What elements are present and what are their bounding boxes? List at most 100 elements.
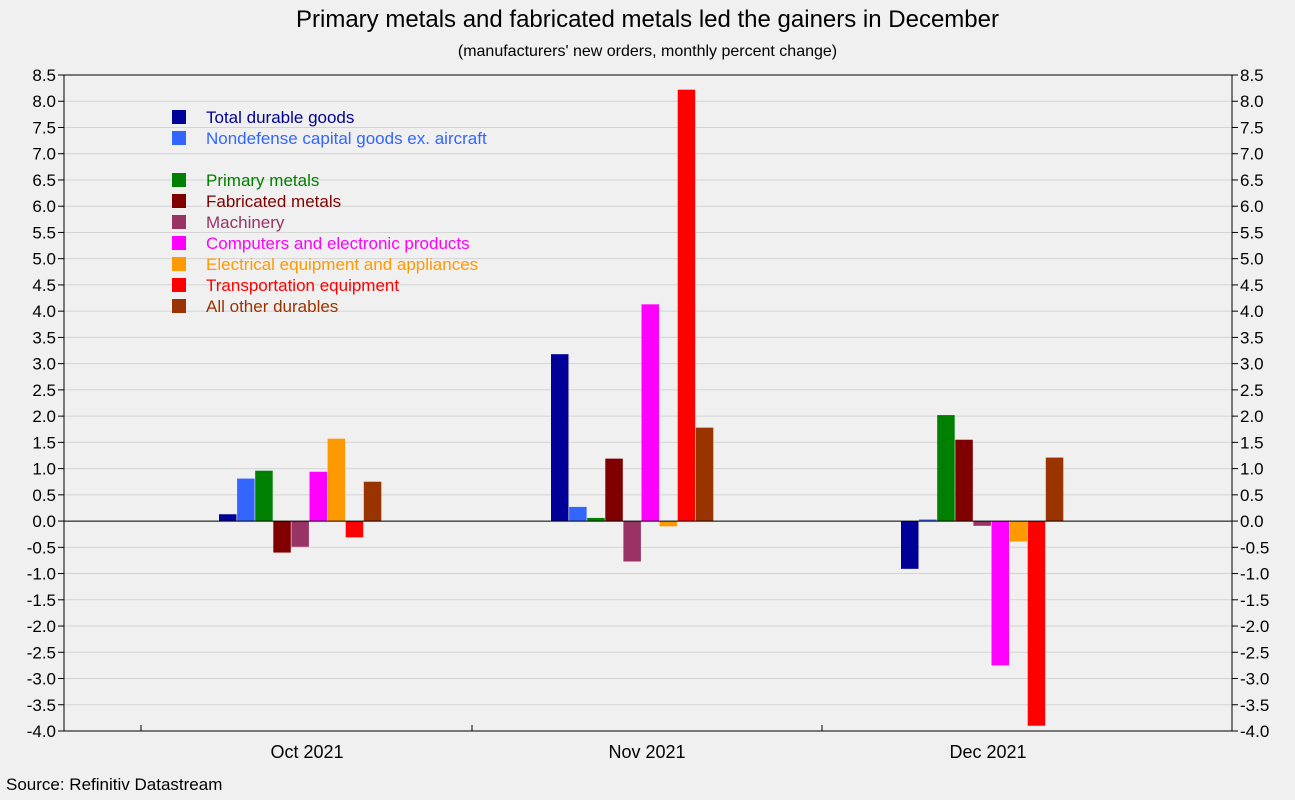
legend-swatch: [172, 194, 186, 208]
bar: [273, 521, 291, 553]
y-tick-label: 2.0: [32, 407, 56, 426]
y-axis-right-ticks: -4.0 -3.5 -3.0 -2.5 -2.0 -1.5 -1.0 -0.5 0.0 0.5 1.…: [1240, 66, 1269, 741]
y-tick-label: 0.5: [1240, 486, 1264, 505]
x-tick-label: Nov 2021: [608, 742, 685, 762]
y-tick-label: 4.5: [32, 276, 56, 295]
y-tick-label: 5.0: [1240, 250, 1264, 269]
bar: [605, 458, 623, 522]
chart-title: Primary metals and fabricated metals led…: [296, 6, 999, 33]
y-tick-label: 4.0: [1240, 302, 1264, 321]
bar: [919, 519, 937, 522]
legend-swatch: [172, 110, 186, 124]
y-tick-label: 6.5: [1240, 171, 1264, 190]
legend-swatch: [172, 236, 186, 250]
bar: [677, 89, 696, 522]
legend-label: Nondefense capital goods ex. aircraft: [206, 129, 487, 148]
bar: [937, 415, 955, 522]
chart-subtitle: (manufacturers' new orders, monthly perc…: [457, 43, 838, 60]
bar: [363, 481, 382, 522]
y-tick-label: -4.0: [27, 722, 56, 741]
y-tick-label: -3.5: [1240, 696, 1269, 715]
legend-swatch: [172, 278, 186, 292]
y-tick-label: 6.0: [1240, 197, 1264, 216]
x-axis-labels: Oct 2021 Nov 2021 Dec 2021: [270, 742, 1026, 762]
bar: [345, 521, 364, 538]
y-tick-label: -2.5: [1240, 643, 1269, 662]
y-tick-label: -3.0: [27, 670, 56, 689]
y-tick-label: 5.5: [1240, 223, 1264, 242]
y-tick-label: 7.0: [32, 145, 56, 164]
y-tick-label: -1.0: [1240, 565, 1269, 584]
y-tick-label: 0.0: [32, 512, 56, 531]
x-tick-label: Oct 2021: [270, 742, 343, 762]
y-tick-label: 0.0: [1240, 512, 1264, 531]
y-tick-label: 7.5: [1240, 118, 1264, 137]
y-tick-label: -4.0: [1240, 722, 1269, 741]
legend-label: Transportation equipment: [206, 276, 399, 295]
y-tick-label: -2.0: [1240, 617, 1269, 636]
y-tick-label: 6.0: [32, 197, 56, 216]
y-tick-label: 4.0: [32, 302, 56, 321]
bar: [659, 521, 678, 527]
bar: [1027, 521, 1046, 726]
y-tick-label: 5.0: [32, 250, 56, 269]
y-tick-label: -2.5: [27, 643, 56, 662]
y-tick-label: 8.0: [32, 92, 56, 111]
bar: [309, 471, 327, 522]
bar: [973, 521, 991, 526]
bar: [955, 439, 973, 522]
bar: [991, 521, 1009, 666]
legend-label: Fabricated metals: [206, 192, 341, 211]
legend-label: Electrical equipment and appliances: [206, 255, 478, 274]
legend-swatch: [172, 215, 186, 229]
bar: [1009, 521, 1028, 542]
axes: [58, 74, 1238, 732]
bars: [219, 89, 1064, 726]
bar: [551, 354, 569, 522]
y-tick-label: 2.0: [1240, 407, 1264, 426]
bar: [623, 521, 641, 562]
legend-label: Machinery: [206, 213, 285, 232]
legend-swatch: [172, 257, 186, 271]
plot-frame: [63, 74, 1233, 732]
y-tick-label: 8.5: [32, 66, 56, 85]
y-tick-label: 6.5: [32, 171, 56, 190]
bar: [255, 470, 273, 522]
y-tick-label: 1.0: [32, 460, 56, 479]
y-tick-label: -0.5: [27, 538, 56, 557]
y-tick-label: 1.0: [1240, 460, 1264, 479]
legend-label: Computers and electronic products: [206, 234, 470, 253]
y-tick-label: 7.0: [1240, 145, 1264, 164]
y-tick-label: -3.0: [1240, 670, 1269, 689]
y-axis-left-ticks: -4.0 -3.5 -3.0 -2.5 -2.0 -1.5 -1.0 -0.5 0.0 0.5 1.…: [27, 66, 56, 741]
y-tick-label: -2.0: [27, 617, 56, 636]
y-tick-label: -1.0: [27, 565, 56, 584]
legend-label: Primary metals: [206, 171, 319, 190]
y-tick-label: 2.5: [32, 381, 56, 400]
y-tick-label: -0.5: [1240, 538, 1269, 557]
bar: [291, 521, 309, 547]
y-tick-label: 7.5: [32, 118, 56, 137]
bar: [587, 517, 605, 522]
legend-swatch: [172, 131, 186, 145]
y-tick-label: 3.5: [32, 328, 56, 347]
y-tick-label: 3.0: [32, 355, 56, 374]
legend-swatch: [172, 299, 186, 313]
y-tick-label: 2.5: [1240, 381, 1264, 400]
legend-swatch: [172, 173, 186, 187]
y-tick-label: 8.0: [1240, 92, 1264, 111]
bar: [695, 427, 714, 522]
y-tick-label: 0.5: [32, 486, 56, 505]
bar: [327, 438, 346, 522]
legend-label: All other durables: [206, 297, 338, 316]
bar: [641, 304, 659, 522]
y-tick-label: 3.0: [1240, 355, 1264, 374]
y-tick-label: 1.5: [32, 433, 56, 452]
y-tick-label: -3.5: [27, 696, 56, 715]
legend-label: Total durable goods: [206, 108, 354, 127]
bar: [901, 521, 919, 569]
y-tick-label: 3.5: [1240, 328, 1264, 347]
bar: [1045, 457, 1064, 522]
bar: [219, 514, 237, 522]
